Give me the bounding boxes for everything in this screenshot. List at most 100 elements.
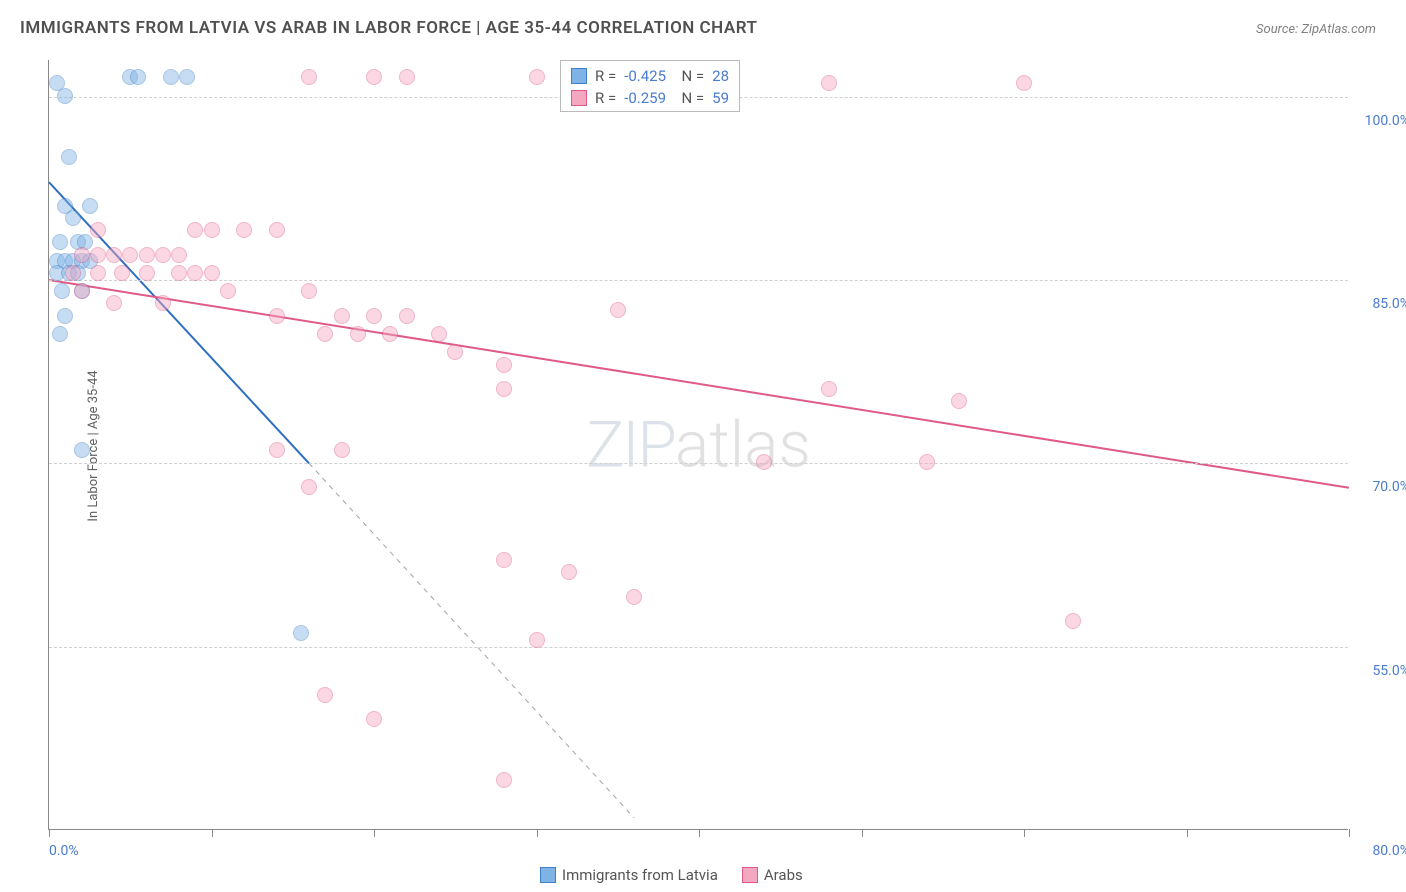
data-point [82, 198, 98, 214]
correlation-n-label: N = [674, 65, 704, 87]
x-tick [1349, 829, 1350, 837]
data-point [561, 564, 577, 580]
data-point [74, 442, 90, 458]
data-point [496, 357, 512, 373]
data-point [187, 222, 203, 238]
data-point [74, 247, 90, 263]
data-point [171, 247, 187, 263]
data-point [529, 69, 545, 85]
data-point [366, 308, 382, 324]
data-point [236, 222, 252, 238]
watermark-part1: ZIP [586, 407, 675, 482]
data-point [171, 265, 187, 281]
legend-label: Immigrants from Latvia [562, 866, 718, 884]
correlation-row: R = -0.425 N = 28 [571, 65, 729, 87]
gridline-h [49, 647, 1348, 648]
y-tick-label: 100.0% [1365, 113, 1406, 129]
chart-title: IMMIGRANTS FROM LATVIA VS ARAB IN LABOR … [20, 18, 757, 38]
data-point [1065, 613, 1081, 629]
correlation-r-label: R = [595, 65, 616, 87]
data-point [155, 295, 171, 311]
data-point [366, 711, 382, 727]
data-point [529, 632, 545, 648]
correlation-legend: R = -0.425 N = 28R = -0.259 N = 59 [560, 60, 740, 112]
data-point [382, 326, 398, 342]
plot-area: ZIPatlas 55.0%70.0%85.0%100.0%0.0%80.0% [48, 60, 1348, 830]
data-point [610, 302, 626, 318]
data-point [52, 234, 68, 250]
data-point [90, 265, 106, 281]
data-point [821, 381, 837, 397]
gridline-h [49, 280, 1348, 281]
trend-line-extrapolated [309, 463, 634, 817]
watermark: ZIPatlas [586, 407, 811, 482]
data-point [269, 442, 285, 458]
data-point [334, 442, 350, 458]
data-point [74, 283, 90, 299]
data-point [269, 222, 285, 238]
y-tick-label: 55.0% [1372, 663, 1406, 679]
correlation-row: R = -0.259 N = 59 [571, 87, 729, 109]
correlation-r-label: R = [595, 87, 616, 109]
data-point [350, 326, 366, 342]
data-point [269, 308, 285, 324]
watermark-part2: atlas [675, 407, 811, 482]
data-point [106, 295, 122, 311]
series-legend: Immigrants from Latvia Arabs [540, 866, 803, 884]
correlation-n-value: 28 [712, 65, 729, 87]
x-tick [49, 829, 50, 837]
data-point [821, 75, 837, 91]
data-point [317, 326, 333, 342]
data-point [155, 247, 171, 263]
data-point [301, 69, 317, 85]
data-point [163, 69, 179, 85]
data-point [139, 265, 155, 281]
data-point [65, 265, 81, 281]
data-point [293, 625, 309, 641]
data-point [496, 552, 512, 568]
legend-swatch [571, 68, 587, 84]
data-point [301, 283, 317, 299]
data-point [496, 381, 512, 397]
x-tick [862, 829, 863, 837]
data-point [399, 69, 415, 85]
x-tick [374, 829, 375, 837]
data-point [431, 326, 447, 342]
data-point [139, 247, 155, 263]
correlation-r-value: -0.425 [624, 65, 666, 87]
trend-lines-layer [49, 60, 1348, 829]
gridline-h [49, 463, 1348, 464]
data-point [61, 149, 77, 165]
data-point [106, 247, 122, 263]
y-tick-label: 70.0% [1372, 479, 1406, 495]
data-point [114, 265, 130, 281]
source-attribution: Source: ZipAtlas.com [1256, 22, 1376, 37]
x-tick [1024, 829, 1025, 837]
data-point [626, 589, 642, 605]
legend-swatch [571, 90, 587, 106]
data-point [496, 772, 512, 788]
data-point [187, 265, 203, 281]
x-axis-min-label: 0.0% [49, 843, 79, 859]
x-tick [212, 829, 213, 837]
data-point [130, 69, 146, 85]
legend-swatch [742, 867, 758, 883]
legend-label: Arabs [764, 866, 803, 884]
data-point [204, 222, 220, 238]
trend-line [49, 280, 1349, 488]
data-point [122, 247, 138, 263]
data-point [57, 88, 73, 104]
data-point [447, 344, 463, 360]
data-point [919, 454, 935, 470]
legend-swatch [540, 867, 556, 883]
data-point [334, 308, 350, 324]
data-point [204, 265, 220, 281]
data-point [54, 283, 70, 299]
data-point [1016, 75, 1032, 91]
data-point [57, 308, 73, 324]
data-point [90, 222, 106, 238]
data-point [301, 479, 317, 495]
correlation-r-value: -0.259 [624, 87, 666, 109]
legend-item: Immigrants from Latvia [540, 866, 718, 884]
correlation-n-value: 59 [712, 87, 729, 109]
